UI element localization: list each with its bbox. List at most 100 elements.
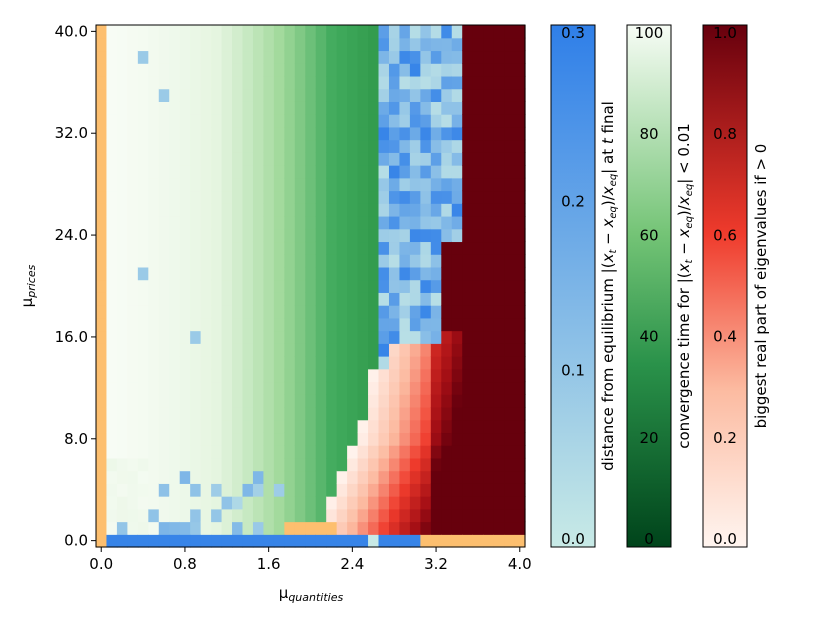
heatmap-cell — [409, 165, 421, 179]
heatmap-cell — [451, 37, 463, 52]
heatmap-cell — [211, 445, 223, 459]
heatmap-cell — [493, 203, 505, 217]
heatmap-cell — [169, 63, 181, 77]
heatmap-cell — [451, 406, 463, 421]
heatmap-cell — [399, 292, 411, 306]
heatmap-cell — [441, 126, 453, 141]
heatmap-cell — [493, 101, 505, 115]
heatmap-cell — [273, 292, 285, 306]
heatmap-cell — [514, 457, 526, 472]
heatmap-cell — [169, 356, 181, 370]
heatmap-cell — [294, 457, 306, 472]
heatmap-cell — [232, 432, 244, 446]
heatmap-cell — [116, 394, 128, 408]
heatmap-cell — [336, 356, 348, 370]
heatmap-cell — [294, 203, 306, 217]
heatmap-cell — [127, 126, 139, 141]
heatmap-cell — [462, 101, 474, 115]
heatmap-cell — [200, 88, 212, 102]
heatmap-cell — [472, 445, 484, 459]
heatmap-cell — [462, 292, 474, 306]
heatmap-cell — [232, 203, 244, 217]
heatmap-cell — [127, 177, 139, 192]
heatmap-cell — [336, 228, 348, 243]
heatmap-cell — [96, 457, 108, 472]
heatmap-cell — [409, 139, 421, 153]
heatmap-cell — [441, 457, 453, 472]
heatmap-cell — [294, 343, 306, 357]
heatmap-cell — [462, 483, 474, 497]
heatmap-cell — [221, 534, 233, 548]
heatmap-cell — [263, 457, 275, 472]
heatmap-cell — [148, 330, 160, 344]
heatmap-cell — [378, 37, 390, 52]
heatmap-cell — [137, 203, 149, 217]
heatmap-cell — [137, 432, 149, 446]
heatmap-cell — [409, 63, 421, 77]
heatmap-cell — [504, 317, 516, 332]
heatmap-cell — [493, 152, 505, 166]
heatmap-cell — [420, 419, 432, 434]
heatmap-cell — [514, 101, 526, 115]
heatmap-cell — [169, 203, 181, 217]
heatmap-cell — [451, 190, 463, 204]
heatmap-cell — [252, 190, 265, 204]
heatmap-cell — [158, 241, 170, 255]
heatmap-cell — [263, 165, 275, 179]
heatmap-cell — [430, 75, 442, 90]
heatmap-cell — [232, 394, 244, 408]
heatmap-cell — [514, 88, 526, 102]
heatmap-cell — [493, 241, 505, 255]
heatmap-cell — [336, 534, 348, 548]
heatmap-cell — [158, 292, 170, 306]
heatmap-cell — [368, 432, 380, 446]
heatmap-cell — [430, 356, 442, 370]
heatmap-cell — [273, 317, 285, 332]
heatmap-cell — [409, 483, 421, 497]
heatmap-cell — [420, 343, 432, 357]
heatmap-cell — [294, 63, 306, 77]
heatmap-cell — [357, 37, 369, 52]
heatmap-cell — [200, 445, 212, 459]
heatmap-cell — [493, 114, 505, 128]
heatmap-cell — [242, 152, 254, 166]
heatmap-cell — [284, 356, 296, 370]
heatmap-cell — [200, 139, 212, 153]
heatmap-cell — [221, 305, 233, 319]
heatmap-cell — [242, 228, 254, 243]
heatmap-cell — [158, 215, 170, 230]
heatmap-cell — [263, 292, 275, 306]
heatmap-cell — [504, 445, 516, 459]
heatmap-cell — [263, 534, 275, 548]
heatmap-cell — [347, 279, 359, 293]
heatmap-cell — [483, 177, 495, 192]
heatmap-cell — [96, 496, 108, 510]
heatmap-cell — [326, 63, 338, 77]
heatmap-cell — [388, 317, 401, 332]
heatmap-cell — [441, 139, 453, 153]
heatmap-cell — [336, 419, 348, 434]
heatmap-cell — [368, 457, 380, 472]
heatmap-cell — [263, 521, 275, 535]
heatmap-cell — [96, 63, 108, 77]
heatmap-cell — [305, 50, 317, 64]
heatmap-cell — [263, 406, 275, 421]
heatmap-cell — [127, 381, 139, 395]
heatmap-cell — [96, 432, 108, 446]
heatmap-cell — [221, 114, 233, 128]
heatmap-cell — [305, 126, 317, 141]
heatmap-cell — [148, 25, 160, 39]
heatmap-cell — [221, 330, 233, 344]
heatmap-cell — [284, 496, 296, 510]
heatmap-cell — [347, 228, 359, 243]
heatmap-cell — [357, 177, 369, 192]
heatmap-cell — [148, 445, 160, 459]
heatmap-cell — [179, 330, 191, 344]
heatmap-cell — [420, 445, 432, 459]
heatmap-cell — [158, 330, 170, 344]
heatmap-cell — [388, 114, 401, 128]
heatmap-cell — [483, 241, 495, 255]
heatmap-cell — [148, 165, 160, 179]
heatmap-cell — [263, 483, 275, 497]
heatmap-cell — [315, 381, 327, 395]
